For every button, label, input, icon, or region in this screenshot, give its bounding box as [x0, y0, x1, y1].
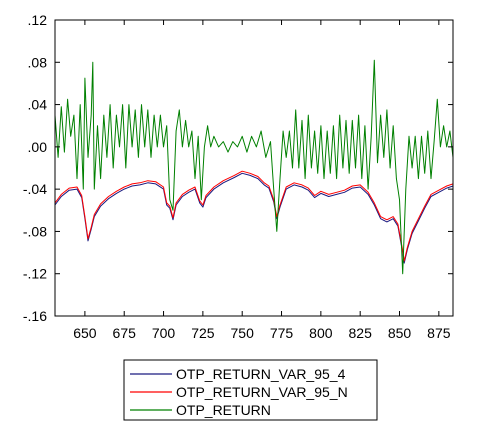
y-tick-label: .12 — [28, 12, 48, 28]
x-tick-label: 875 — [427, 325, 451, 341]
series-line-2 — [54, 170, 454, 262]
series-line-3 — [54, 59, 454, 275]
y-tick-label: .00 — [28, 139, 48, 155]
plot-frame — [54, 19, 454, 317]
x-tick-label: 650 — [73, 325, 97, 341]
series-layer — [54, 59, 454, 275]
y-tick-label: -.08 — [23, 223, 47, 239]
y-tick-label: .04 — [28, 97, 48, 113]
x-tick-label: 825 — [349, 325, 373, 341]
x-tick-label: 700 — [152, 325, 176, 341]
x-tick-label: 725 — [191, 325, 215, 341]
legend-label-3: OTP_RETURN — [176, 402, 271, 418]
x-tick-label: 775 — [270, 325, 294, 341]
x-tick-label: 675 — [113, 325, 137, 341]
x-tick-label: 800 — [309, 325, 333, 341]
legend-label-1: OTP_RETURN_VAR_95_4 — [176, 366, 346, 382]
x-tick-label: 850 — [388, 325, 412, 341]
legend: OTP_RETURN_VAR_95_4 OTP_RETURN_VAR_95_N OT… — [123, 359, 378, 421]
y-tick-label: -.12 — [23, 266, 47, 282]
series-line-1 — [54, 172, 454, 264]
x-tick-label: 750 — [231, 325, 255, 341]
axis-layer: .12 .08 .04 .00 -.04 -.08 -.12 -.16 650 675 700 725… — [23, 12, 453, 341]
y-tick-label: .08 — [28, 54, 48, 70]
y-tick-label: -.04 — [23, 181, 47, 197]
y-tick-label: -.16 — [23, 308, 47, 324]
legend-label-2: OTP_RETURN_VAR_95_N — [176, 384, 348, 400]
